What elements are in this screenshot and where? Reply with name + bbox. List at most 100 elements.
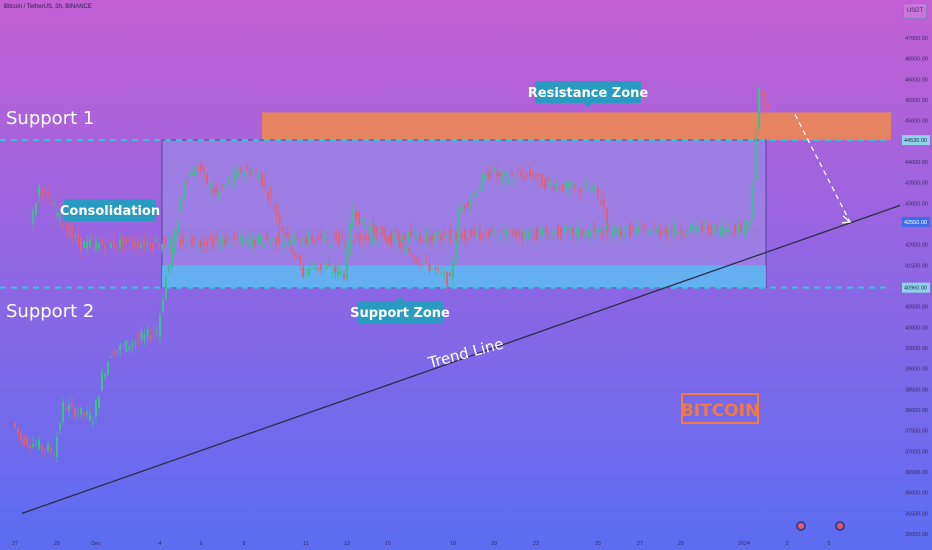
candle: [311, 233, 313, 244]
y-tick-label: 47000.00: [905, 36, 928, 42]
candle: [389, 232, 391, 244]
candle: [564, 176, 567, 191]
candle: [349, 221, 351, 261]
x-tick-label: 29: [54, 541, 60, 547]
candle: [737, 217, 739, 237]
candle: [626, 224, 628, 231]
y-tick-label: 38500.00: [905, 387, 928, 393]
candle: [197, 239, 199, 255]
candle: [293, 230, 295, 246]
candle: [290, 232, 292, 247]
candle: [107, 238, 109, 245]
candle: [83, 240, 85, 248]
candle: [665, 222, 667, 244]
candle: [101, 365, 103, 392]
candle: [386, 235, 388, 246]
candle: [62, 397, 64, 426]
y-tick-label: 40500.00: [905, 305, 928, 311]
candle: [551, 226, 553, 242]
candle: [185, 234, 187, 244]
candle: [125, 339, 128, 353]
candle: [440, 232, 442, 247]
candle: [209, 231, 211, 246]
candle: [722, 217, 724, 239]
candle: [149, 328, 152, 345]
candle: [239, 229, 241, 249]
candle: [638, 219, 640, 234]
x-axis: 27 29 Dec 4 6 8 11 13 15 18 20 22 25 27 29 2024 3 5: [12, 541, 831, 547]
candle: [146, 239, 148, 252]
candle: [419, 230, 421, 245]
candle: [68, 397, 70, 418]
candle: [317, 233, 319, 240]
candle: [258, 170, 260, 180]
candle: [554, 231, 556, 236]
candle: [380, 225, 382, 237]
candle: [509, 229, 511, 233]
consolidation-label: Consolidation: [60, 199, 161, 221]
candle: [488, 228, 490, 242]
candle: [398, 228, 400, 244]
candle: [221, 234, 223, 252]
candle: [467, 237, 469, 247]
candle: [404, 237, 407, 254]
candle: [493, 166, 495, 173]
currency-badge[interactable]: USDT: [903, 3, 927, 19]
x-tick-label: 15: [385, 541, 391, 547]
candle: [526, 172, 528, 182]
candle: [209, 179, 211, 196]
candle: [77, 225, 79, 248]
x-tick-label: 3: [785, 541, 788, 547]
candle: [659, 224, 661, 240]
candle: [218, 189, 220, 204]
candle: [86, 234, 88, 255]
candle: [364, 219, 366, 229]
candle: [548, 231, 550, 240]
candle: [552, 180, 555, 195]
candle: [29, 437, 31, 456]
x-tick-label: 2024: [738, 541, 750, 547]
support-zone-label: Support Zone: [350, 296, 450, 323]
resistance-zone-label: Resistance Zone: [528, 81, 648, 108]
candle: [167, 243, 169, 248]
candle: [62, 222, 64, 231]
projection-arrowhead: [841, 215, 852, 224]
candle: [469, 195, 472, 213]
support2-label: Support 2: [6, 301, 94, 322]
y-tick-label: 37000.00: [905, 449, 928, 455]
candle: [514, 173, 516, 188]
candle: [490, 170, 493, 181]
candle: [159, 311, 161, 346]
candle: [338, 229, 340, 247]
candle: [266, 184, 269, 209]
candlestick-series: [14, 86, 769, 463]
candle: [230, 243, 232, 248]
candle: [245, 235, 247, 241]
candle: [401, 233, 403, 245]
candle: [254, 237, 256, 250]
candle: [53, 198, 55, 206]
x-tick-label: 25: [595, 541, 601, 547]
candle: [347, 238, 349, 249]
candle: [260, 232, 262, 248]
x-tick-label: 8: [242, 541, 245, 547]
y-axis: 47000.00 46500.00 46000.00 45500.00 45000.00…: [902, 36, 930, 538]
candle: [532, 169, 534, 179]
candle: [329, 240, 331, 252]
candle: [487, 165, 490, 180]
candle: [80, 237, 82, 259]
candle: [464, 229, 466, 247]
candle: [395, 226, 397, 237]
candle: [603, 191, 605, 215]
candle: [362, 231, 364, 248]
candle: [149, 235, 151, 250]
candle: [281, 225, 284, 234]
candle: [713, 223, 715, 238]
candle: [171, 246, 173, 274]
candle: [496, 166, 498, 184]
candle: [431, 230, 433, 249]
x-tick-label: 4: [158, 541, 161, 547]
candle: [263, 173, 266, 193]
candle: [128, 237, 130, 243]
